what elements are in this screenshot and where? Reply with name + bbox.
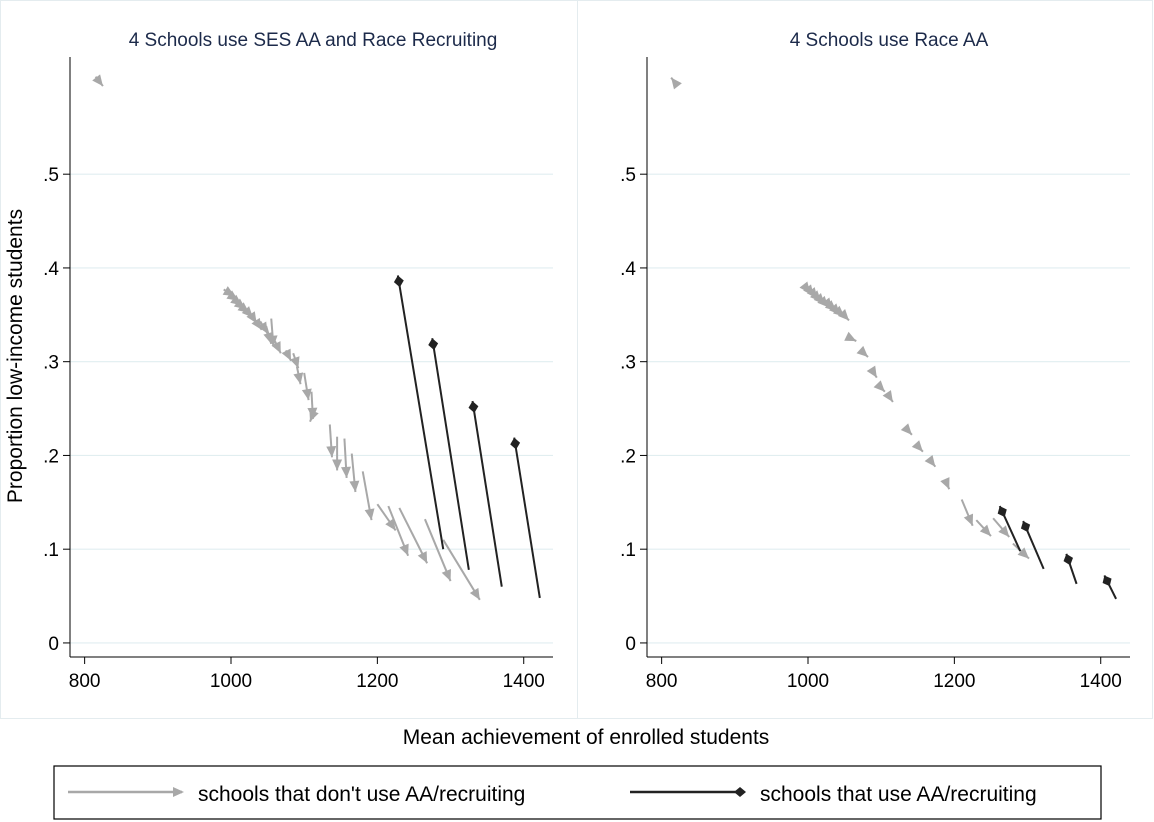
x-tick-label: 1000 (787, 671, 829, 692)
x-tick-label: 1400 (503, 671, 545, 692)
school-arrow-marker (281, 348, 292, 361)
right-axes: 0 .1 .2 .3 .4 .5 800 1000 1200 1400 (620, 57, 1130, 692)
series-non-aa-schools (92, 74, 481, 601)
right-panel-frame (577, 0, 1153, 719)
school-diamond-marker (1020, 521, 1031, 533)
school-arrow-marker (290, 356, 300, 369)
y-tick-label: .1 (43, 540, 59, 561)
y-tick-label: .3 (620, 353, 636, 374)
school-arrow-marker (873, 380, 885, 392)
x-tick-label: 1000 (210, 671, 252, 692)
school-arrow-marker (267, 335, 278, 347)
legend-label-no-aa: schools that don't use AA/recruiting (198, 783, 525, 806)
school-trajectory-line (431, 338, 470, 570)
legend-diamond-head (734, 787, 746, 797)
school-arrow-marker (385, 518, 396, 531)
right-gridlines (647, 173, 1130, 644)
school-arrow-marker (844, 331, 857, 342)
x-tick-label: 800 (646, 671, 678, 692)
left-gridlines (70, 173, 553, 644)
y-axis-label: Proportion low-income students (4, 209, 27, 503)
school-trajectory-line (424, 518, 452, 582)
school-trajectory-line (396, 275, 445, 550)
school-arrow-marker (924, 454, 936, 467)
school-arrow-marker (92, 74, 103, 87)
school-arrow-marker (940, 477, 950, 490)
school-arrow-marker (856, 345, 869, 357)
x-axis-label: Mean achievement of enrolled students (403, 726, 770, 749)
school-diamond-marker (510, 437, 521, 450)
legend-arrow-head (173, 787, 184, 797)
series-aa-schools (997, 505, 1117, 600)
y-tick-label: .2 (43, 446, 59, 467)
school-arrow-marker (341, 466, 352, 478)
school-arrow-marker (671, 77, 682, 90)
left-axes: 0 .1 .2 .3 .4 .5 800 1000 1200 1400 (43, 57, 553, 692)
school-trajectory-line (513, 437, 541, 599)
school-diamond-marker (1102, 575, 1112, 587)
school-arrow-marker (998, 525, 1010, 537)
school-arrow-marker (364, 508, 375, 521)
right-panel-title: 4 Schools use Race AA (790, 30, 989, 51)
y-tick-label: .5 (620, 165, 636, 186)
left-panel-frame (0, 0, 578, 719)
school-diamond-marker (468, 401, 479, 413)
school-arrow-marker (900, 423, 912, 435)
school-arrow-marker (469, 587, 480, 600)
school-arrow-marker (246, 311, 257, 324)
school-arrow-marker (326, 446, 337, 458)
y-tick-label: .5 (43, 165, 59, 186)
legend: schools that don't use AA/recruiting sch… (53, 765, 1102, 820)
school-diamond-marker (393, 275, 404, 288)
school-arrow-marker (293, 372, 304, 385)
right-marks (670, 77, 1117, 600)
school-arrow-marker (301, 388, 312, 401)
school-arrow-marker (837, 308, 849, 321)
right-panel: 4 Schools use Race AA 0 .1 .2 .3 .4 .5 800 1000… (620, 30, 1130, 692)
legend-label-aa: schools that use AA/recruiting (760, 783, 1037, 806)
y-tick-label: 0 (48, 634, 59, 655)
school-arrow-marker (349, 480, 360, 492)
y-tick-label: .2 (620, 446, 636, 467)
school-arrow-marker (332, 459, 343, 471)
school-arrow-marker (963, 513, 974, 526)
y-tick-label: .1 (620, 540, 636, 561)
school-arrow-marker (271, 341, 281, 354)
school-diamond-marker (997, 506, 1007, 517)
school-diamond-marker (428, 338, 439, 351)
x-tick-label: 800 (69, 671, 101, 692)
school-arrow-marker (417, 551, 428, 564)
school-arrow-marker (257, 321, 268, 334)
x-tick-label: 1200 (933, 671, 975, 692)
y-tick-label: .3 (43, 353, 59, 374)
y-tick-label: 0 (625, 634, 636, 655)
left-marks (92, 74, 541, 601)
school-arrow-marker (399, 543, 409, 556)
legend-arrow-sample (68, 787, 184, 797)
school-arrow-marker (882, 390, 893, 402)
y-tick-label: .4 (43, 259, 59, 280)
legend-diamond-sample (630, 787, 746, 797)
legend-box (53, 765, 1102, 820)
x-tick-label: 1400 (1080, 671, 1122, 692)
school-arrow-marker (911, 440, 923, 452)
series-non-aa-schools (670, 77, 1030, 560)
left-panel-title: 4 Schools use SES AA and Race Recruiting (129, 30, 498, 51)
school-arrow-marker (309, 409, 319, 422)
school-trajectory-line (442, 539, 481, 601)
x-tick-label: 1200 (356, 671, 398, 692)
left-panel: 4 Schools use SES AA and Race Recruiting… (43, 30, 553, 692)
school-trajectory-line (471, 400, 503, 587)
series-aa-schools (393, 275, 541, 599)
school-arrow-marker (979, 524, 991, 537)
school-arrow-marker (441, 568, 451, 582)
y-tick-label: .4 (620, 259, 636, 280)
school-diamond-marker (1063, 553, 1074, 566)
school-arrow-marker (1017, 547, 1030, 559)
school-arrow-marker (866, 365, 877, 378)
